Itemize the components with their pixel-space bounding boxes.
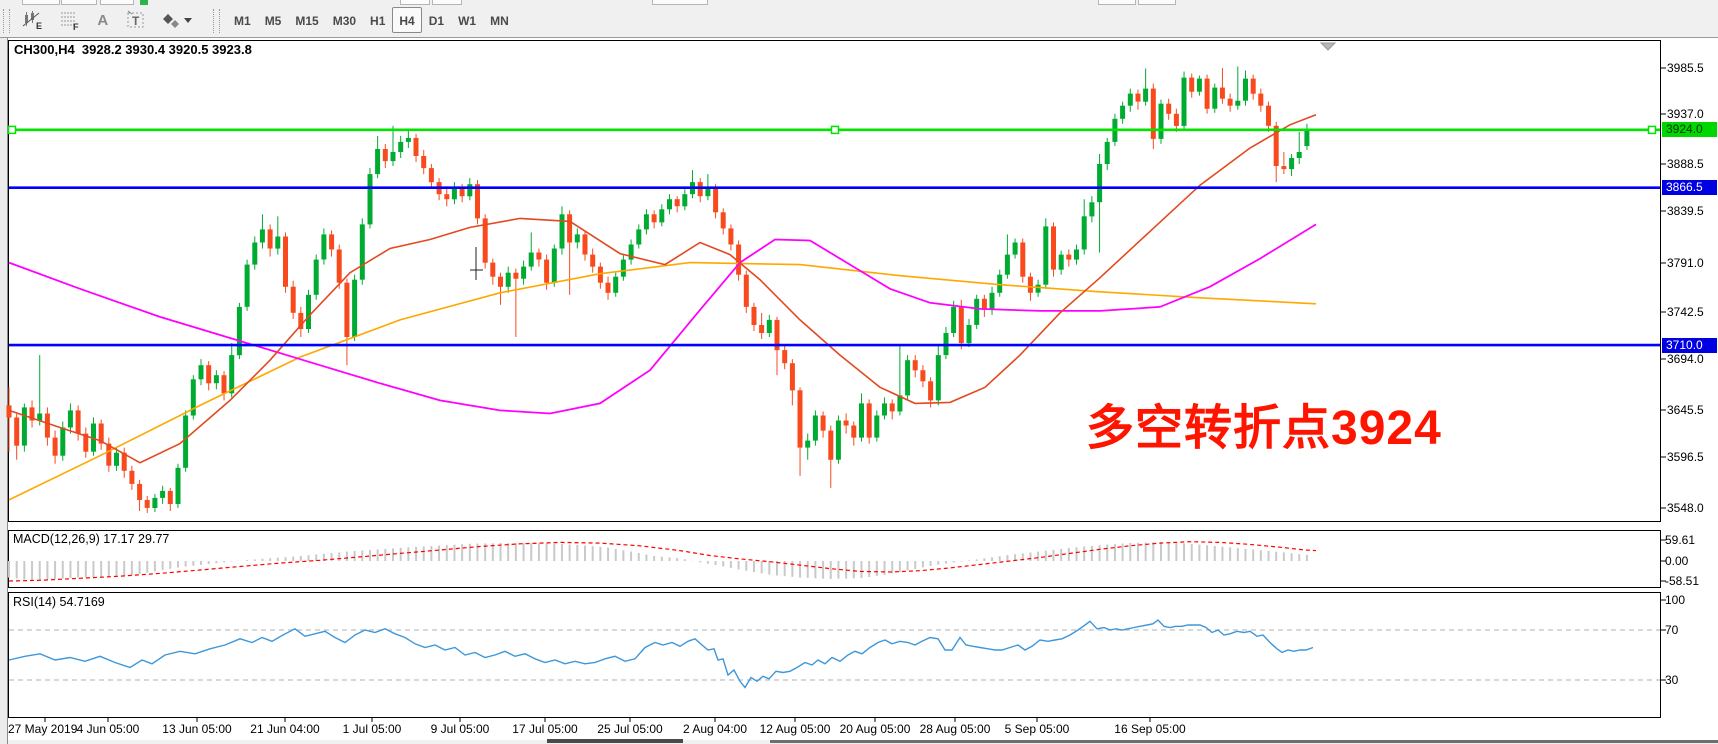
price-badge-3710.0: 3710.0: [1662, 337, 1717, 353]
time-axis-label: 4 Jun 05:00: [76, 722, 140, 736]
cutoff-button: [400, 0, 430, 5]
time-axis-label: 20 Aug 05:00: [839, 722, 911, 736]
price-axis-label: 3791.0: [1667, 256, 1704, 270]
text-label-tool-button[interactable]: T: [120, 7, 152, 33]
annotation-text: 多空转折点3924: [1086, 402, 1442, 455]
time-axis-label: 21 Jun 04:00: [250, 722, 320, 736]
timeframes-toolbar: M1 M5 M15 M30 H1 H4 D1 W1 MN: [227, 5, 516, 33]
timeframe-button-m5[interactable]: M5: [264, 14, 282, 28]
price-axis-label: 3839.5: [1667, 204, 1704, 218]
cutoff-button: [100, 0, 134, 5]
time-axis-label: 1 Jul 05:00: [342, 722, 402, 736]
timeframe-button-h4[interactable]: H4: [392, 7, 422, 33]
cutoff-toolbar-row: [0, 0, 1718, 5]
macd-panel[interactable]: [8, 530, 1661, 588]
price-axis-label: 3596.5: [1667, 450, 1704, 464]
text-label-icon: T: [127, 10, 144, 28]
indicator-grid-tool-button[interactable]: F: [54, 7, 86, 33]
bottom-scrollbar-segment[interactable]: [547, 739, 683, 743]
time-axis-label: 17 Jul 05:00: [512, 722, 578, 736]
time-axis-label: 28 Aug 05:00: [919, 722, 991, 736]
timeframe-button-m30[interactable]: M30: [332, 14, 357, 28]
price-axis-label: 3742.5: [1667, 305, 1704, 319]
time-axis-label: 12 Aug 05:00: [759, 722, 831, 736]
window-left-edge: [0, 38, 8, 744]
macd-axis-label: -58.51: [1665, 574, 1700, 588]
price-axis-label: 3694.0: [1667, 352, 1704, 366]
time-axis-label: 2 Aug 04:00: [682, 722, 748, 736]
time-axis-label: 9 Jul 05:00: [430, 722, 490, 736]
shapes-caret-icon: [163, 14, 193, 28]
timeframe-button-mn[interactable]: MN: [490, 14, 509, 28]
time-axis-label: 16 Sep 05:00: [1114, 722, 1186, 736]
cutoff-button: [652, 0, 708, 5]
macd-label: MACD(12,26,9) 17.17 29.77: [13, 532, 170, 546]
price-axis-label: 3548.0: [1667, 501, 1704, 515]
svg-text:E: E: [36, 21, 42, 31]
price-axis-label: 3645.5: [1667, 403, 1704, 417]
price-badge-3924.0: 3924.0: [1662, 122, 1717, 138]
price-axis-label: 3937.0: [1667, 107, 1704, 121]
toolbar-grip[interactable]: [3, 9, 10, 33]
cutoff-newchart-icon: [140, 0, 148, 5]
arrows-tool-button[interactable]: [156, 7, 198, 33]
rsi-label: RSI(14) 54.7169: [13, 595, 105, 609]
time-axis-label: 27 May 2019: [8, 722, 78, 736]
svg-text:F: F: [73, 22, 79, 32]
price-axis-label: 3888.5: [1667, 157, 1704, 171]
svg-text:T: T: [132, 14, 140, 28]
timeframe-button-w1[interactable]: W1: [458, 14, 477, 28]
rsi-axis-label: 30: [1665, 673, 1679, 687]
price-badge-3866.5: 3866.5: [1662, 180, 1717, 196]
timeframe-button-m15[interactable]: M15: [295, 14, 319, 28]
timeframe-button-m1[interactable]: M1: [234, 14, 251, 28]
time-axis-label: 25 Jul 05:00: [597, 722, 663, 736]
toolbar-grip[interactable]: [212, 9, 220, 33]
macd-axis-label: 0.00: [1665, 554, 1689, 568]
grid-f-icon: F: [60, 12, 79, 32]
time-axis-label: 5 Sep 05:00: [1004, 722, 1070, 736]
macd-axis-label: 59.61: [1665, 533, 1696, 547]
candles-expert-icon: E: [23, 11, 42, 31]
chart-title: CH300,H4 3928.2 3930.4 3920.5 3923.8: [14, 42, 252, 57]
line-studies-toolbar: E F A T: [0, 5, 1718, 38]
timeframe-button-d1[interactable]: D1: [428, 14, 445, 28]
cutoff-button: [1098, 0, 1136, 5]
price-axis-label: 3985.5: [1667, 61, 1704, 75]
rsi-axis-label: 100: [1665, 593, 1686, 607]
bottom-window-edge: [770, 740, 1718, 743]
cutoff-button: [1138, 0, 1176, 5]
chart-expert-tool-button[interactable]: E: [17, 7, 49, 33]
rsi-axis-label: 70: [1665, 623, 1679, 637]
rsi-panel[interactable]: [8, 592, 1661, 718]
text-tool-button[interactable]: A: [97, 12, 109, 29]
cutoff-button: [61, 0, 97, 5]
time-axis-label: 13 Jun 05:00: [162, 722, 232, 736]
cutoff-button: [432, 0, 462, 5]
cutoff-button: [22, 0, 60, 5]
timeframe-button-h1[interactable]: H1: [370, 14, 386, 28]
